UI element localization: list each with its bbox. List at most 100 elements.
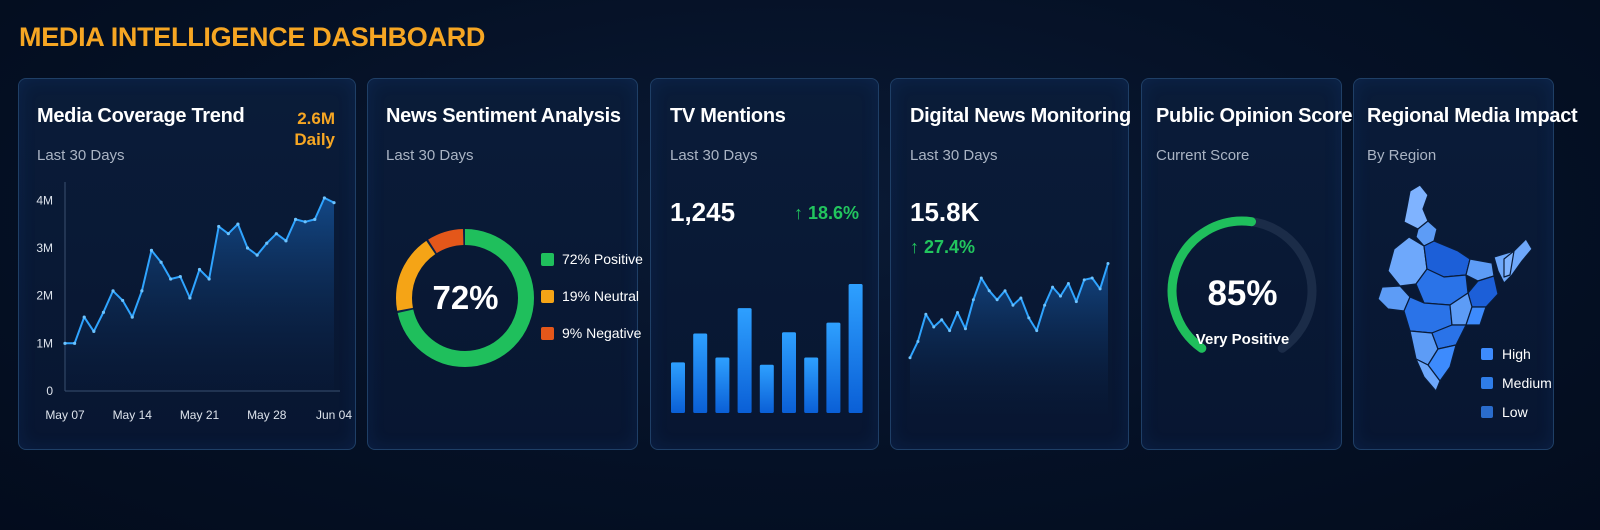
coverage-point — [245, 246, 250, 250]
public-opinion-card[interactable]: Public Opinion Score Current Score 85% V… — [1141, 78, 1353, 450]
coverage-point — [217, 224, 221, 229]
digital-point — [1082, 278, 1086, 282]
card-subtitle: By Region — [1367, 147, 1437, 164]
card-subtitle: Last 30 Days — [910, 147, 998, 164]
coverage-point — [274, 232, 278, 236]
card-title: TV Mentions — [670, 105, 786, 127]
legend-swatch — [541, 289, 554, 303]
tv-mentions-change: ↑ 18.6% — [793, 203, 859, 223]
opinion-gauge — [1167, 216, 1317, 353]
coverage-point — [255, 253, 259, 257]
digital-point — [940, 318, 944, 322]
regional-impact-card[interactable]: Regional Media Impact By Region — [1353, 78, 1578, 451]
coverage-point — [169, 277, 173, 281]
digital-point — [971, 298, 975, 302]
coverage-point — [140, 289, 144, 293]
digital-news-card[interactable]: Digital News Monitoring Last 30 Days 15.… — [890, 78, 1131, 450]
coverage-point — [226, 232, 230, 236]
tv-bar[interactable] — [804, 357, 819, 413]
digital-point — [908, 356, 912, 360]
y-tick-label: 3M — [36, 241, 53, 255]
legend-label: Low — [1502, 404, 1528, 420]
coverage-point — [322, 196, 326, 200]
map-legend-medium: Medium — [1481, 375, 1552, 391]
digital-news-change: ↑ 27.4% — [910, 237, 976, 257]
tv-bar[interactable] — [826, 322, 841, 413]
coverage-area — [65, 197, 334, 391]
x-tick-label: May 07 — [45, 408, 85, 422]
digital-point — [1035, 329, 1039, 333]
donut-center-label: 72% — [432, 279, 499, 316]
card-subtitle: Current Score — [1156, 147, 1250, 164]
y-tick-label: 4M — [36, 193, 53, 207]
digital-area — [910, 263, 1108, 414]
news-sentiment-card[interactable]: News Sentiment Analysis Last 30 Days 72%… — [367, 78, 643, 450]
coverage-point — [111, 289, 115, 293]
coverage-point — [303, 220, 307, 224]
map-region-ap — [1431, 324, 1467, 350]
card-title: Regional Media Impact — [1367, 105, 1578, 127]
x-tick-label: May 21 — [180, 408, 220, 422]
digital-point — [979, 276, 983, 280]
tv-bar[interactable] — [759, 364, 774, 413]
digital-point — [1051, 285, 1055, 289]
x-tick-label: May 28 — [247, 408, 287, 422]
coverage-point — [92, 329, 96, 334]
donut-slice-positive[interactable] — [396, 229, 534, 367]
coverage-point — [207, 277, 211, 281]
sentiment-donut — [396, 229, 534, 367]
coverage-point — [197, 267, 202, 272]
coverage-point — [236, 222, 240, 226]
gauge-caption: Very Positive — [1195, 331, 1290, 348]
coverage-point — [101, 310, 106, 314]
map-legend-high: High — [1481, 346, 1531, 362]
digital-point — [932, 325, 936, 329]
legend-label: High — [1502, 346, 1531, 362]
donut-slice-neutral[interactable] — [396, 229, 534, 367]
card-title: Digital News Monitoring — [910, 105, 1131, 127]
digital-point — [1098, 287, 1102, 291]
coverage-point — [293, 217, 298, 221]
tv-bar[interactable] — [782, 332, 796, 413]
digital-news-value: 15.8K — [910, 197, 980, 227]
digital-point — [1066, 281, 1070, 285]
y-tick-label: 2M — [36, 289, 53, 303]
card-title: News Sentiment Analysis — [386, 105, 621, 127]
coverage-point — [265, 241, 269, 245]
digital-point — [1019, 296, 1023, 300]
y-tick-label: 0 — [46, 384, 53, 398]
tv-bar[interactable] — [848, 284, 863, 413]
legend-swatch — [541, 326, 554, 340]
legend-negative: 9% Negative — [541, 325, 641, 341]
coverage-point — [130, 315, 134, 319]
y-tick-label: 1M — [36, 336, 53, 350]
coverage-point — [159, 260, 163, 264]
card-subtitle: Last 30 Days — [386, 147, 474, 164]
coverage-chart: 0 1M 2M 3M 4M May 07 May 14 May 21 May 28 Jun 04 — [36, 182, 352, 422]
legend-swatch — [1481, 406, 1493, 418]
media-coverage-card[interactable]: Media Coverage Trend Last 30 Days 2.6M D… — [18, 78, 356, 450]
coverage-point — [332, 201, 336, 205]
coverage-point — [284, 239, 288, 243]
card-title: Public Opinion Score — [1156, 105, 1353, 127]
coverage-point — [63, 341, 67, 345]
tv-mentions-card[interactable]: TV Mentions Last 30 Days 1,245 ↑ 18.6% — [650, 78, 879, 450]
map-region-east — [1467, 275, 1499, 308]
digital-point — [948, 329, 952, 333]
map-region-sikkim — [1503, 250, 1515, 278]
x-tick-label: May 14 — [113, 408, 153, 422]
digital-point — [1058, 294, 1062, 298]
tv-bar[interactable] — [715, 357, 730, 413]
digital-point — [987, 289, 991, 293]
coverage-point — [73, 341, 77, 345]
legend-neutral: 19% Neutral — [541, 288, 639, 304]
digital-point — [1027, 316, 1031, 320]
map-region-north — [1403, 184, 1429, 230]
tv-bar[interactable] — [693, 333, 708, 413]
india-region-map[interactable] — [1354, 79, 1555, 451]
coverage-point — [149, 248, 154, 252]
tv-bar[interactable] — [671, 362, 685, 413]
tv-bar[interactable] — [737, 308, 752, 413]
digital-point — [1003, 289, 1007, 293]
legend-swatch — [1481, 348, 1493, 360]
